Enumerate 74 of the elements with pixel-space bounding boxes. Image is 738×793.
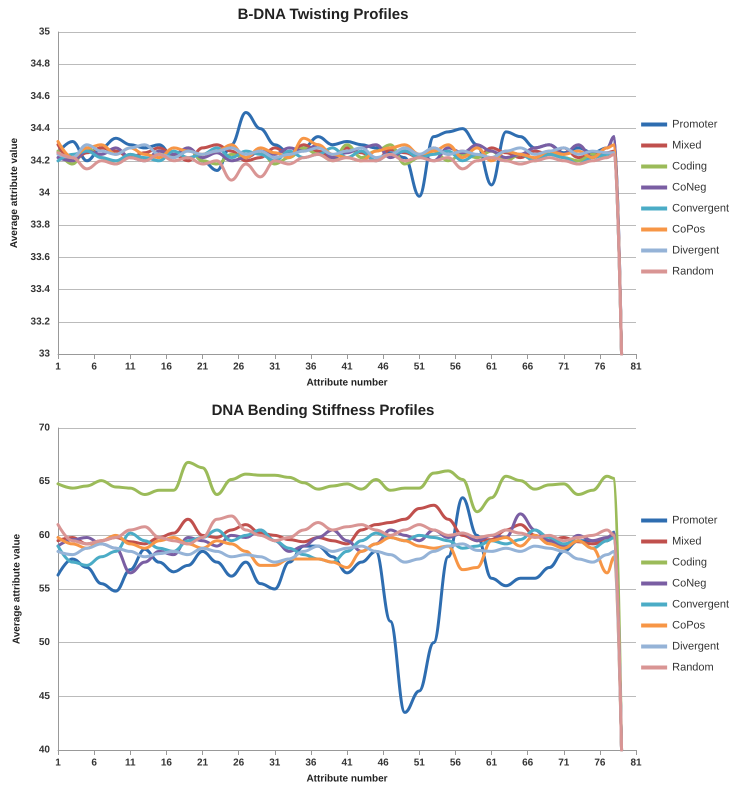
x-tick-label: 11 xyxy=(124,362,136,372)
x-tick-label: 81 xyxy=(630,362,642,372)
y-tick-label: 34.8 xyxy=(30,58,50,70)
x-tick-label: 51 xyxy=(414,362,426,372)
x-tick-label: 41 xyxy=(341,758,353,768)
y-tick-label: 34.6 xyxy=(30,90,50,102)
x-tick-label: 31 xyxy=(269,362,281,372)
y-tick-label: 33.2 xyxy=(30,316,50,328)
legend-label: Mixed xyxy=(672,140,702,152)
legend-label: Promoter xyxy=(672,118,718,130)
legend-label: Divergent xyxy=(672,244,720,256)
x-tick-label: 6 xyxy=(91,362,98,372)
x-tick-label: 36 xyxy=(305,362,317,372)
y-axis-title: Average attribute value xyxy=(9,137,20,248)
x-tick-label: 16 xyxy=(160,362,172,372)
x-tick-label: 21 xyxy=(196,362,208,372)
x-tick-label: 71 xyxy=(558,758,570,768)
y-tick-label: 55 xyxy=(38,584,50,594)
legend-label: Mixed xyxy=(672,536,702,548)
x-tick-label: 21 xyxy=(196,758,208,768)
x-tick-label: 66 xyxy=(522,362,534,372)
x-tick-label: 26 xyxy=(233,362,245,372)
chart-title: B-DNA Twisting Profiles xyxy=(238,6,408,23)
x-tick-label: 56 xyxy=(450,758,462,768)
y-tick-label: 33.8 xyxy=(30,220,50,231)
x-tick-label: 56 xyxy=(450,362,462,372)
x-tick-label: 61 xyxy=(486,758,498,768)
y-tick-label: 33.4 xyxy=(30,284,50,296)
x-axis-title: Attribute number xyxy=(306,774,388,784)
legend-label: Divergent xyxy=(672,640,720,652)
x-tick-label: 1 xyxy=(55,758,62,768)
legend-label: Random xyxy=(672,266,714,278)
y-tick-label: 33.6 xyxy=(30,252,50,263)
y-tick-label: 34.2 xyxy=(30,155,50,166)
legend-label: CoPos xyxy=(672,224,706,236)
x-tick-label: 1 xyxy=(55,362,62,372)
y-tick-label: 45 xyxy=(38,690,50,702)
x-tick-label: 46 xyxy=(378,758,390,768)
x-tick-label: 46 xyxy=(378,362,390,372)
legend-label: CoPos xyxy=(672,620,706,632)
x-tick-label: 6 xyxy=(91,758,98,768)
y-tick-label: 50 xyxy=(38,637,50,648)
y-tick-label: 35 xyxy=(38,26,50,38)
chart-title: DNA Bending Stiffness Profiles xyxy=(212,402,434,419)
x-tick-label: 16 xyxy=(160,758,172,768)
legend-label: Coding xyxy=(672,556,707,568)
y-axis-title: Average attribute value xyxy=(12,533,22,644)
x-tick-label: 81 xyxy=(630,758,642,768)
x-tick-label: 31 xyxy=(269,758,281,768)
x-tick-label: 61 xyxy=(486,362,498,372)
legend-label: Random xyxy=(672,662,714,674)
x-tick-label: 11 xyxy=(124,758,136,768)
y-tick-label: 40 xyxy=(38,744,50,756)
legend-label: Coding xyxy=(672,160,707,172)
legend-label: Convergent xyxy=(672,202,730,214)
legend-label: Promoter xyxy=(672,514,718,526)
legend-label: CoNeg xyxy=(672,578,706,590)
x-tick-label: 66 xyxy=(522,758,534,768)
y-tick-label: 33 xyxy=(38,348,50,360)
y-tick-label: 60 xyxy=(38,530,50,541)
y-tick-label: 34 xyxy=(38,188,50,198)
y-tick-label: 70 xyxy=(38,422,50,434)
legend-label: CoNeg xyxy=(672,182,706,194)
x-axis-title: Attribute number xyxy=(306,378,388,388)
x-tick-label: 41 xyxy=(341,362,353,372)
legend-label: Convergent xyxy=(672,598,730,610)
x-tick-label: 71 xyxy=(558,362,570,372)
y-tick-label: 65 xyxy=(38,476,50,488)
x-tick-label: 26 xyxy=(233,758,245,768)
x-tick-label: 36 xyxy=(305,758,317,768)
x-tick-label: 76 xyxy=(594,758,606,768)
x-tick-label: 51 xyxy=(414,758,426,768)
x-tick-label: 76 xyxy=(594,362,606,372)
y-tick-label: 34.4 xyxy=(30,123,50,134)
